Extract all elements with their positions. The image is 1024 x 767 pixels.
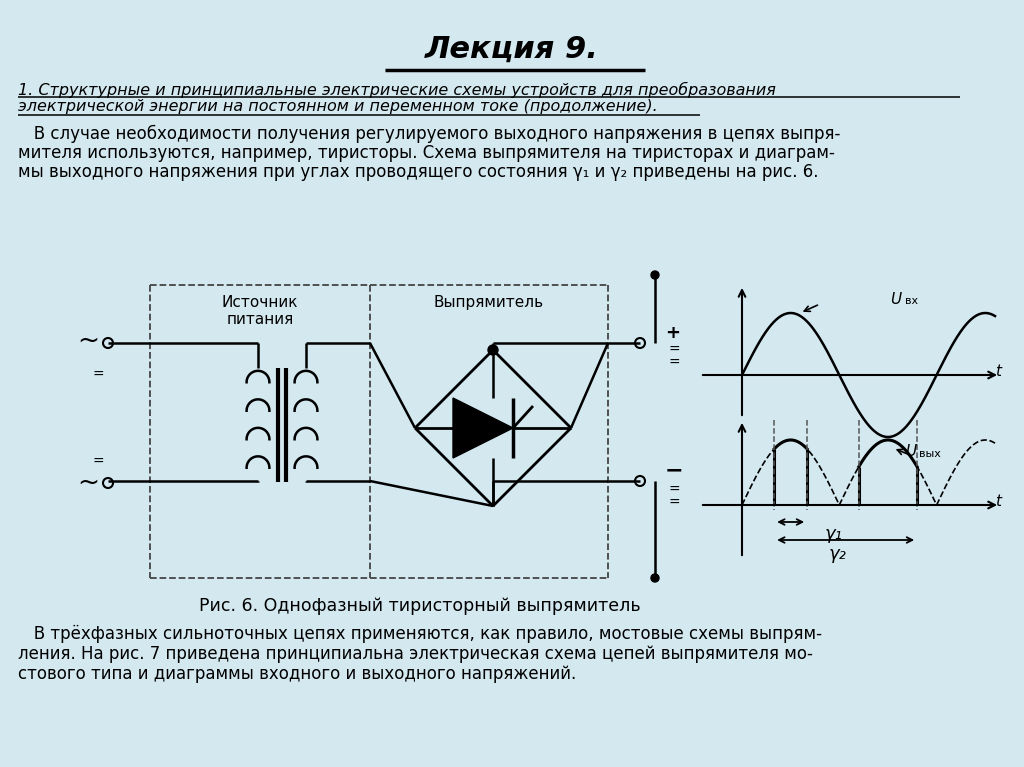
Text: вх: вх	[905, 296, 919, 306]
Text: мителя используются, например, тиристоры. Схема выпрямителя на тиристорах и диаг: мителя используются, например, тиристоры…	[18, 144, 835, 162]
Polygon shape	[453, 398, 513, 458]
Text: электрической энергии на постоянном и переменном токе (продолжение).: электрической энергии на постоянном и пе…	[18, 99, 657, 114]
Text: ~: ~	[77, 328, 99, 354]
Text: вых: вых	[919, 449, 941, 459]
Text: γ₁: γ₁	[825, 525, 843, 543]
Text: =: =	[668, 483, 680, 497]
Text: ления. На рис. 7 приведена принципиальна электрическая схема цепей выпрямителя м: ления. На рис. 7 приведена принципиальна…	[18, 645, 813, 663]
Text: В трёхфазных сильноточных цепях применяются, как правило, мостовые схемы выпрям-: В трёхфазных сильноточных цепях применяю…	[18, 625, 822, 643]
Text: =: =	[668, 496, 680, 510]
Text: γ₂: γ₂	[828, 545, 847, 563]
Text: мы выходного напряжения при углах проводящего состояния γ₁ и γ₂ приведены на рис: мы выходного напряжения при углах провод…	[18, 163, 818, 181]
Text: $U$: $U$	[890, 291, 903, 307]
Text: t: t	[995, 493, 1001, 509]
Text: В случае необходимости получения регулируемого выходного напряжения в цепях выпр: В случае необходимости получения регулир…	[18, 125, 841, 143]
Circle shape	[488, 345, 498, 355]
Text: ~: ~	[77, 470, 99, 496]
Text: +: +	[665, 324, 680, 342]
Text: =: =	[668, 356, 680, 370]
Circle shape	[651, 271, 659, 279]
Circle shape	[651, 574, 659, 582]
Text: Рис. 6. Однофазный тиристорный выпрямитель: Рис. 6. Однофазный тиристорный выпрямите…	[200, 597, 641, 615]
Text: Источник
питания: Источник питания	[222, 295, 298, 328]
Text: $U$: $U$	[905, 443, 918, 459]
Text: Лекция 9.: Лекция 9.	[425, 35, 599, 64]
Text: 1. Структурные и принципиальные электрические схемы устройств для преобразования: 1. Структурные и принципиальные электрич…	[18, 82, 776, 98]
Text: стового типа и диаграммы входного и выходного напряжений.: стового типа и диаграммы входного и выхо…	[18, 665, 577, 683]
Text: Выпрямитель: Выпрямитель	[434, 295, 544, 310]
Text: −: −	[665, 460, 684, 480]
Text: =: =	[93, 455, 104, 469]
Text: t: t	[995, 364, 1001, 378]
Text: =: =	[93, 368, 104, 382]
Text: =: =	[668, 343, 680, 357]
